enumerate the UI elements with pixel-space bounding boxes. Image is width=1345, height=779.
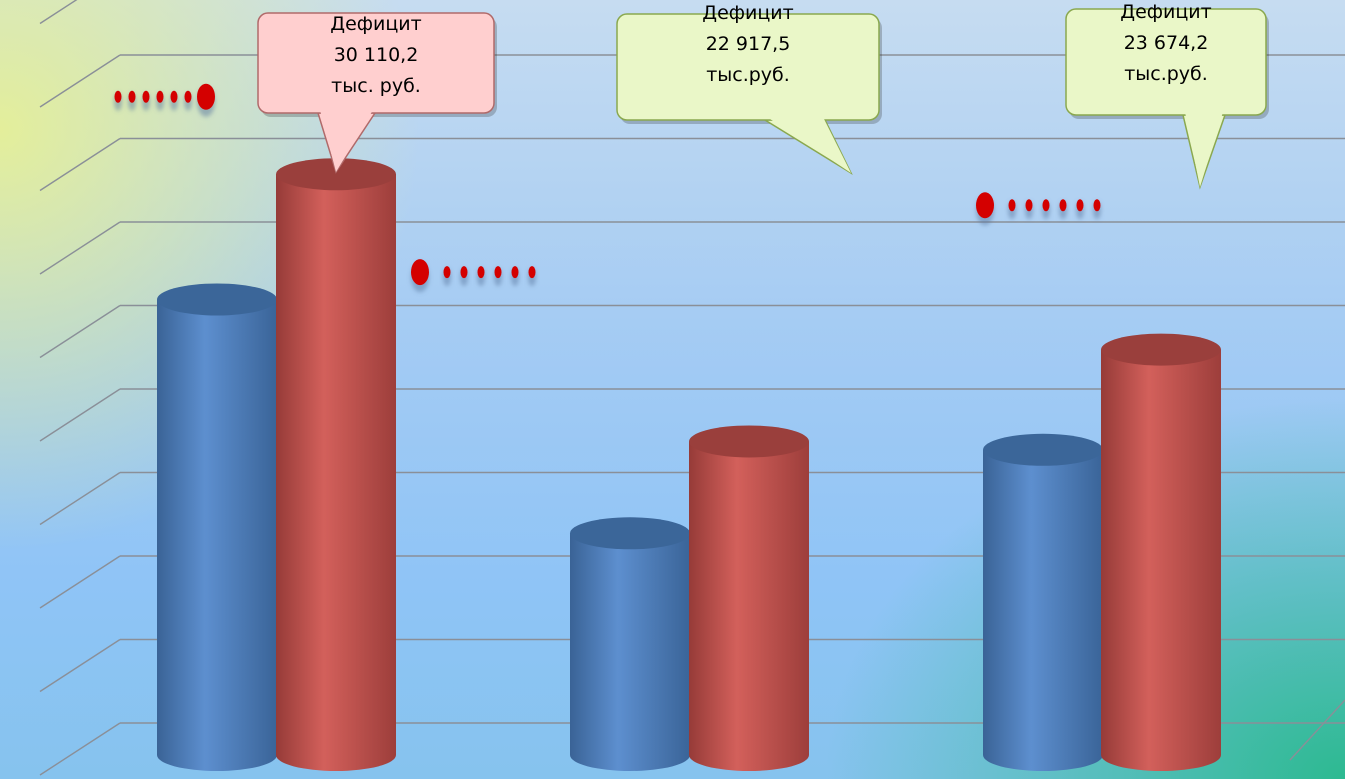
bar-body [157, 299, 277, 771]
marker-dot [976, 192, 994, 219]
bar-top [983, 433, 1103, 466]
bar-top [276, 158, 396, 191]
bar-body [1101, 349, 1221, 771]
marker-dot [1025, 199, 1033, 212]
bar-s1-c2 [570, 517, 690, 771]
gridline-depth [39, 221, 121, 275]
marker-dot [511, 266, 519, 279]
gridline-depth [39, 471, 121, 526]
callout-3-line-1: Дефицит [1120, 1, 1212, 23]
bar-top [689, 425, 809, 458]
marker-dot [197, 83, 215, 110]
gridline-depth [39, 54, 121, 108]
callout-2-line-2: 22 917,5 [705, 33, 791, 55]
marker-dot [1076, 199, 1084, 212]
marker-dot [170, 90, 178, 103]
marker-dot [184, 90, 192, 103]
gridline-depth [39, 555, 121, 609]
callout-3-line-2: 23 674,2 [1123, 32, 1209, 54]
gridline-depth [39, 722, 121, 776]
bar-s2-c2 [689, 425, 809, 771]
marker-dot [443, 266, 451, 279]
marker-dot [1042, 199, 1050, 212]
marker-dot [494, 266, 502, 279]
marker-dot [1093, 199, 1101, 212]
bar-top [157, 283, 277, 316]
trend-markers [114, 83, 1101, 293]
marker-dot [477, 266, 485, 279]
marker-dot [142, 90, 150, 103]
callout-2-line-3: тыс.руб. [706, 64, 790, 86]
marker-dot [128, 90, 136, 103]
bar-top [1101, 333, 1221, 366]
callout-1-line-2: 30 110,2 [333, 44, 419, 66]
gridline-depth [39, 388, 121, 442]
bar-body [689, 441, 809, 771]
bar-body [570, 533, 690, 771]
bar-top [570, 517, 690, 550]
marker-dot [1059, 199, 1067, 212]
bar-s2-c1 [276, 158, 396, 771]
callout-1-line-1: Дефицит [330, 13, 422, 35]
callout-1-line-3: тыс. руб. [331, 75, 421, 97]
marker-dot [460, 266, 468, 279]
callout-2-line-1: Дефицит [702, 2, 794, 24]
trend-marker-3 [976, 192, 1101, 226]
marker-dot [411, 259, 429, 286]
gridline-depth [39, 638, 121, 693]
marker-dot [156, 90, 164, 103]
trend-marker-1 [114, 83, 215, 117]
gridline-depth [39, 0, 78, 25]
marker-dot [114, 90, 122, 103]
bars [157, 158, 1221, 771]
bar-body [983, 449, 1103, 771]
marker-dot [1008, 199, 1016, 212]
trend-marker-2 [411, 259, 536, 293]
bar-s1-c3 [983, 433, 1103, 771]
marker-dot [528, 266, 536, 279]
bar-body [276, 174, 396, 771]
gridline-depth [39, 137, 121, 192]
floor-edge [1289, 699, 1345, 761]
callout-3-line-3: тыс.руб. [1124, 63, 1208, 85]
bar-s2-c3 [1101, 333, 1221, 771]
gridline-depth [39, 304, 121, 359]
bar-s1-c1 [157, 283, 277, 771]
